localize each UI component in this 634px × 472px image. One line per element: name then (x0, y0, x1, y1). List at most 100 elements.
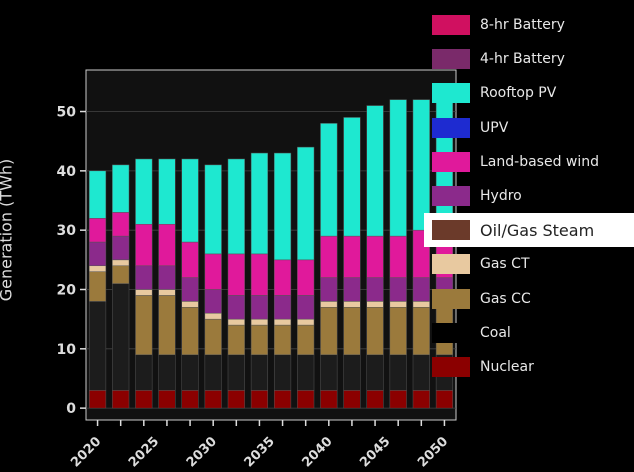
bar-segment (273, 295, 292, 320)
bar-segment (112, 283, 130, 391)
bar-segment (181, 277, 199, 302)
legend-label: Land-based wind (480, 153, 599, 170)
bar-segment (250, 324, 269, 355)
bar-segment (181, 390, 199, 409)
bar-segment (250, 354, 269, 391)
legend-label: Rooftop PV (480, 85, 557, 102)
bar-segment (227, 324, 245, 355)
bar-segment (366, 307, 384, 355)
bar-segment (297, 390, 315, 409)
bar-segment (389, 235, 407, 278)
bar-segment (135, 158, 153, 225)
bar-segment (297, 318, 315, 326)
bar-segment (412, 301, 430, 308)
bar-segment (204, 164, 222, 255)
legend-label: Gas CT (480, 256, 530, 273)
bar-segment (227, 158, 245, 255)
bar-segment (158, 289, 176, 296)
bar-segment (158, 390, 176, 409)
bar-segment (227, 253, 245, 296)
bar-segment (343, 117, 361, 237)
legend-item: 4-hr Battery (432, 42, 632, 76)
bar-segment (88, 218, 107, 243)
bar-segment (389, 301, 407, 308)
bar-segment (320, 307, 338, 355)
bar-segment (204, 289, 222, 314)
legend-item: Coal (432, 316, 632, 350)
legend-swatch (432, 356, 470, 377)
bar-segment (112, 390, 130, 409)
legend-swatch (432, 220, 470, 241)
bar-segment (320, 390, 338, 409)
bar-segment (158, 158, 176, 225)
x-axis: 2020 2025 2030 2035 2040 2045 2050 (68, 420, 451, 470)
bar-segment (366, 105, 384, 237)
legend-label: 4-hr Battery (480, 51, 565, 68)
legend-label: Gas CC (480, 290, 531, 307)
bar-segment (412, 354, 430, 391)
y-tick-label: 10 (57, 342, 77, 358)
legend-item: 8-hr Battery (432, 8, 632, 42)
legend-item: Oil/Gas Steam (424, 213, 634, 248)
legend-swatch (432, 254, 470, 275)
bar-segment (389, 307, 407, 355)
y-axis-label: Generation (TWh) (0, 158, 16, 302)
legend: 8-hr Battery 4-hr Battery Rooftop PV UPV Lan… (424, 8, 634, 384)
bar-segment (88, 241, 107, 267)
y-tick-label: 50 (57, 105, 77, 121)
x-tick-label: 2020 (68, 434, 104, 470)
bar-segment (343, 354, 361, 391)
bar-segment (250, 253, 269, 296)
bar-segment (204, 390, 222, 409)
bar-segment (181, 241, 199, 278)
legend-swatch (432, 186, 470, 207)
bar-segment (320, 301, 338, 308)
bar-segment (273, 152, 292, 261)
legend-item: Rooftop PV (432, 76, 632, 110)
bar-segment (297, 324, 315, 355)
bar-segment (343, 307, 361, 355)
bar-segment (112, 235, 130, 261)
bar-segment (227, 390, 245, 409)
bar-segment (135, 223, 153, 267)
y-tick-label: 30 (57, 223, 77, 239)
bar-segment (135, 289, 153, 296)
bar-segment (343, 390, 361, 409)
y-tick-label: 0 (66, 401, 76, 417)
bar-segment (88, 265, 107, 272)
bar-segment (88, 170, 107, 219)
bar-segment (227, 354, 245, 391)
bar-segment (389, 277, 407, 302)
bar-segment (181, 158, 199, 243)
bar-segment (181, 354, 199, 391)
bar-segment (204, 354, 222, 391)
bar-segment (435, 390, 454, 409)
bar-segment (343, 301, 361, 308)
bar-segment (88, 301, 107, 391)
x-tick-label: 2045 (357, 434, 393, 470)
bar-segment (297, 146, 315, 261)
bar-segment (158, 354, 176, 391)
bar-segment (181, 301, 199, 308)
y-axis: 0 10 20 30 40 50 (57, 105, 86, 417)
bar-segment (320, 277, 338, 302)
bar-segment (227, 295, 245, 320)
bar-segment (204, 318, 222, 355)
bar-segment (135, 295, 153, 355)
legend-label: Coal (480, 324, 511, 341)
legend-item: UPV (432, 111, 632, 145)
bar-segment (273, 259, 292, 296)
legend-label: UPV (480, 119, 509, 136)
bar-segment (135, 390, 153, 409)
bar-segment (389, 390, 407, 409)
x-tick-label: 2030 (184, 434, 220, 470)
legend-item: Gas CT (432, 247, 632, 281)
bar-segment (250, 318, 269, 326)
bar-segment (412, 307, 430, 355)
bar-segment (204, 312, 222, 320)
legend-item: Gas CC (432, 282, 632, 316)
bar-segment (135, 265, 153, 290)
x-tick-label: 2025 (126, 434, 162, 470)
bar-segment (320, 123, 338, 237)
legend-item: Hydro (432, 179, 632, 213)
